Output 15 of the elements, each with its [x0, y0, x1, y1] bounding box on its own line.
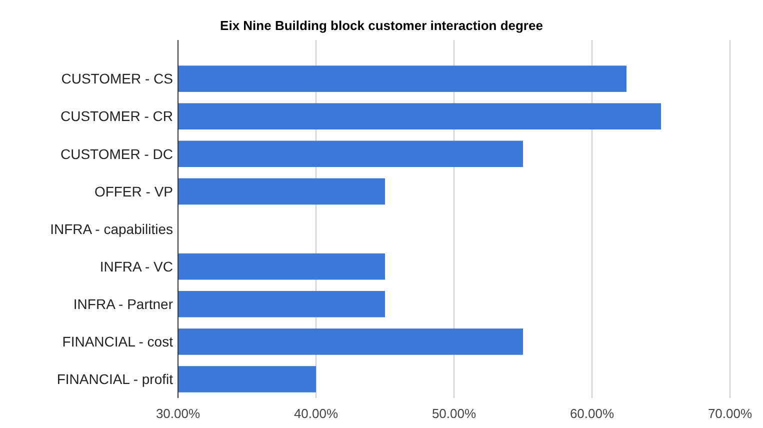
x-tick-label: 60.00% — [570, 406, 614, 421]
x-tick-label: 70.00% — [708, 406, 752, 421]
y-tick-label: INFRA - capabilities — [50, 220, 173, 237]
y-tick-label: CUSTOMER - CR — [60, 108, 173, 124]
y-tick-label: CUSTOMER - CS — [61, 70, 173, 87]
x-tick-label: 50.00% — [432, 406, 476, 421]
y-tick-label: FINANCIAL - profit — [56, 371, 174, 388]
y-tick-label: FINANCIAL - cost — [62, 334, 174, 350]
y-tick-label: OFFER - VP — [94, 183, 173, 200]
y-tick-label: INFRA - Partner — [73, 296, 174, 312]
x-tick-label: 40.00% — [294, 406, 338, 421]
y-tick-label: CUSTOMER - DC — [60, 146, 173, 162]
x-tick-label: 30.00% — [156, 406, 200, 421]
y-tick-label: INFRA - VC — [100, 258, 173, 274]
chart-title: Eix Nine Building block customer interaction degree — [220, 18, 543, 33]
